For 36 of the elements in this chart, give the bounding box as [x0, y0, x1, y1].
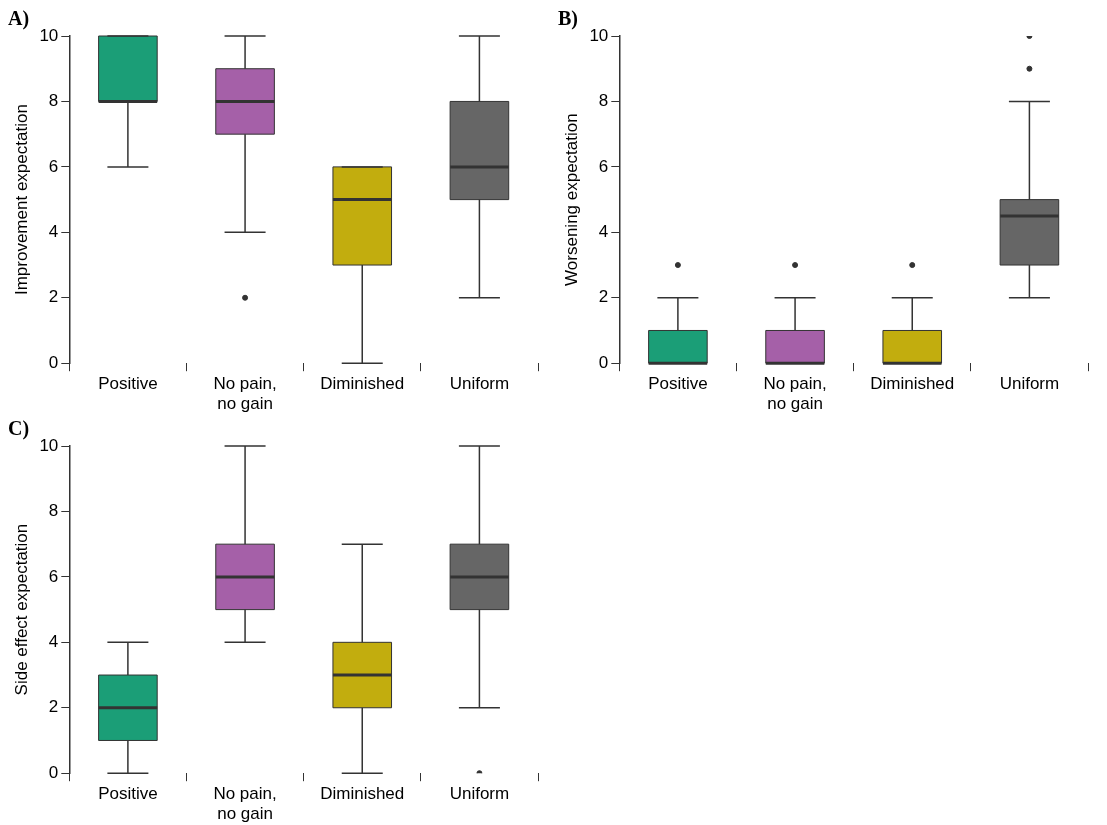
x-tick-label: Positive — [98, 784, 158, 804]
x-tick-label: Positive — [648, 374, 708, 394]
y-tick-label: 2 — [598, 287, 609, 307]
chart-title: A) — [8, 7, 30, 31]
y-tick-label: 6 — [48, 566, 59, 586]
chart-title: C) — [8, 417, 30, 441]
y-tick-label: 4 — [48, 632, 59, 652]
x-tick-label: Diminished — [320, 374, 405, 394]
y-axis-title: Side effect expectation — [11, 523, 31, 696]
y-tick-label: 0 — [598, 352, 609, 372]
y-axis-title: Worsening expectation — [561, 113, 581, 286]
y-tick-label: 8 — [598, 91, 609, 111]
x-tick-label: Uniform — [999, 374, 1060, 394]
x-tick-label: Uniform — [449, 784, 510, 804]
y-tick-label: 2 — [48, 287, 59, 307]
x-tick-label: Positive — [98, 374, 158, 394]
y-axis-title: Improvement expectation — [11, 104, 31, 296]
y-tick-label: 10 — [39, 435, 59, 455]
y-tick-label: 4 — [598, 222, 609, 242]
y-tick-label: 10 — [589, 25, 609, 45]
y-tick-label: 4 — [48, 222, 59, 242]
chart-title: B) — [558, 7, 578, 31]
x-tick-label: Diminished — [320, 784, 405, 804]
y-tick-label: 6 — [598, 156, 609, 176]
x-tick-label: No pain, no gain — [213, 374, 277, 414]
y-tick-label: 0 — [48, 762, 59, 782]
y-tick-label: 2 — [48, 697, 59, 717]
y-tick-label: 8 — [48, 91, 59, 111]
y-tick-label: 6 — [48, 156, 59, 176]
x-tick-label: No pain, no gain — [763, 374, 827, 414]
x-tick-label: No pain, no gain — [213, 784, 277, 824]
y-tick-label: 8 — [48, 501, 59, 521]
x-tick-label: Diminished — [870, 374, 955, 394]
y-tick-label: 0 — [48, 352, 59, 372]
y-tick-label: 10 — [39, 25, 59, 45]
x-tick-label: Uniform — [449, 374, 510, 394]
